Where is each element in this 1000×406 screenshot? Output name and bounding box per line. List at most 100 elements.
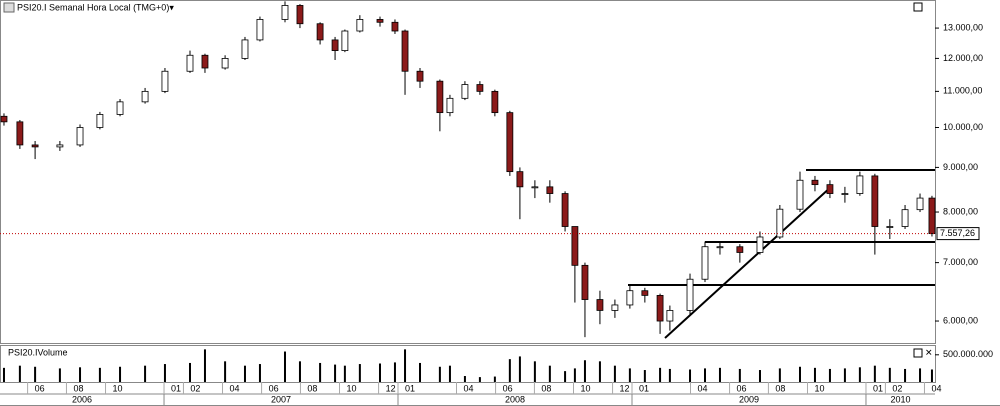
maximize-button[interactable]	[913, 348, 923, 358]
volume-bar	[573, 368, 576, 382]
y-tick-label: 12.000,00	[943, 53, 983, 63]
candle-body	[571, 226, 579, 266]
volume-bar	[334, 364, 337, 382]
volume-bar	[873, 365, 876, 382]
volume-bar	[508, 359, 511, 382]
volume-bar	[548, 365, 551, 382]
volume-panel	[0, 345, 936, 383]
volume-bar	[18, 365, 21, 382]
candle-body	[901, 209, 909, 227]
year-label: 2006	[72, 394, 92, 404]
candle-body	[446, 97, 454, 114]
candle-body	[186, 54, 194, 72]
candle-body	[0, 115, 8, 123]
volume-bar	[668, 368, 671, 382]
volume-bar	[163, 364, 166, 382]
volume-bar	[613, 365, 616, 382]
candle-body	[611, 304, 619, 311]
candle-body	[241, 39, 249, 59]
x-tick-label: 12	[620, 383, 630, 393]
candle-body	[391, 21, 399, 32]
candle-body	[316, 23, 324, 41]
volume-bar	[718, 367, 721, 382]
y-tick-label: 13.000,00	[943, 22, 983, 32]
candle-body	[281, 5, 289, 20]
candle-body	[161, 70, 169, 92]
volume-bar	[463, 376, 466, 382]
last-price-box	[936, 227, 980, 241]
candle-body	[716, 246, 724, 249]
candle-body	[701, 246, 709, 280]
volume-bar	[533, 361, 536, 382]
volume-bar	[518, 356, 521, 382]
volume-bar	[298, 361, 301, 382]
candle-body	[491, 90, 499, 114]
candle-body	[331, 39, 339, 51]
volume-bar	[828, 368, 831, 382]
candle-body	[96, 114, 104, 128]
volume-bar	[598, 361, 601, 382]
x-tick-label: 10	[580, 383, 590, 393]
volume-bar	[919, 368, 922, 382]
candle-body	[341, 30, 349, 51]
x-tick-label: 10	[347, 383, 357, 393]
x-tick-label: 04	[697, 383, 707, 393]
candle-body	[436, 80, 444, 114]
candle-body	[736, 246, 744, 253]
candle-body	[811, 179, 819, 186]
volume-bar	[358, 364, 361, 382]
candle-body	[776, 208, 784, 238]
candle-body	[531, 186, 539, 189]
x-tick-label: 01	[405, 383, 415, 393]
candle-body	[141, 90, 149, 103]
drawings	[628, 169, 935, 339]
volume-bar	[628, 368, 631, 382]
x-tick-label: 04	[230, 383, 240, 393]
volume-bar	[393, 362, 396, 382]
x-tick-label: 01	[639, 383, 649, 393]
volume-bar	[758, 370, 761, 382]
volume-bar	[493, 376, 496, 382]
symbol-icon[interactable]	[3, 2, 15, 13]
candle-body	[626, 290, 634, 306]
volume-bar	[778, 368, 781, 382]
volume-bar	[119, 366, 122, 382]
volume-bar	[659, 367, 662, 382]
chart-title[interactable]: PSI20.I Semanal Hora Local (TMG+0)▾	[17, 2, 174, 12]
maximize-button[interactable]	[913, 2, 923, 12]
x-tick-label: 06	[503, 383, 513, 393]
volume-title: PSI20.IVolume	[8, 347, 68, 357]
volume-bar	[79, 367, 82, 382]
candle-body	[641, 290, 649, 296]
x-tick-label: 06	[269, 383, 279, 393]
candle-body	[856, 175, 864, 194]
volume-bar	[564, 371, 567, 382]
candle-body	[376, 19, 384, 23]
volume-bar	[478, 377, 481, 382]
x-tick-label: 04	[931, 383, 941, 393]
candle-body	[516, 171, 524, 188]
x-tick-label: 06	[35, 383, 45, 393]
volume-bar	[858, 367, 861, 382]
volume-bar	[203, 349, 206, 382]
price-panel	[0, 0, 936, 344]
candle-body	[886, 226, 894, 228]
x-tick-label: 01	[171, 383, 181, 393]
trend-line	[664, 185, 833, 339]
y-tick-label: 9.000,00	[943, 162, 978, 172]
candle-body	[116, 101, 124, 115]
candle-body	[476, 84, 484, 92]
candle-body	[928, 197, 936, 235]
volume-bar	[643, 370, 646, 382]
y-tick-label: 8.000,00	[943, 206, 978, 216]
candle-body	[666, 310, 674, 322]
close-button[interactable]: ✕	[925, 347, 933, 357]
volume-bar	[319, 362, 322, 382]
x-tick-label: 01	[873, 383, 883, 393]
x-tick-label: 08	[307, 383, 317, 393]
candle-body	[31, 144, 39, 148]
candle-body	[201, 54, 209, 69]
candle-body	[841, 193, 849, 195]
